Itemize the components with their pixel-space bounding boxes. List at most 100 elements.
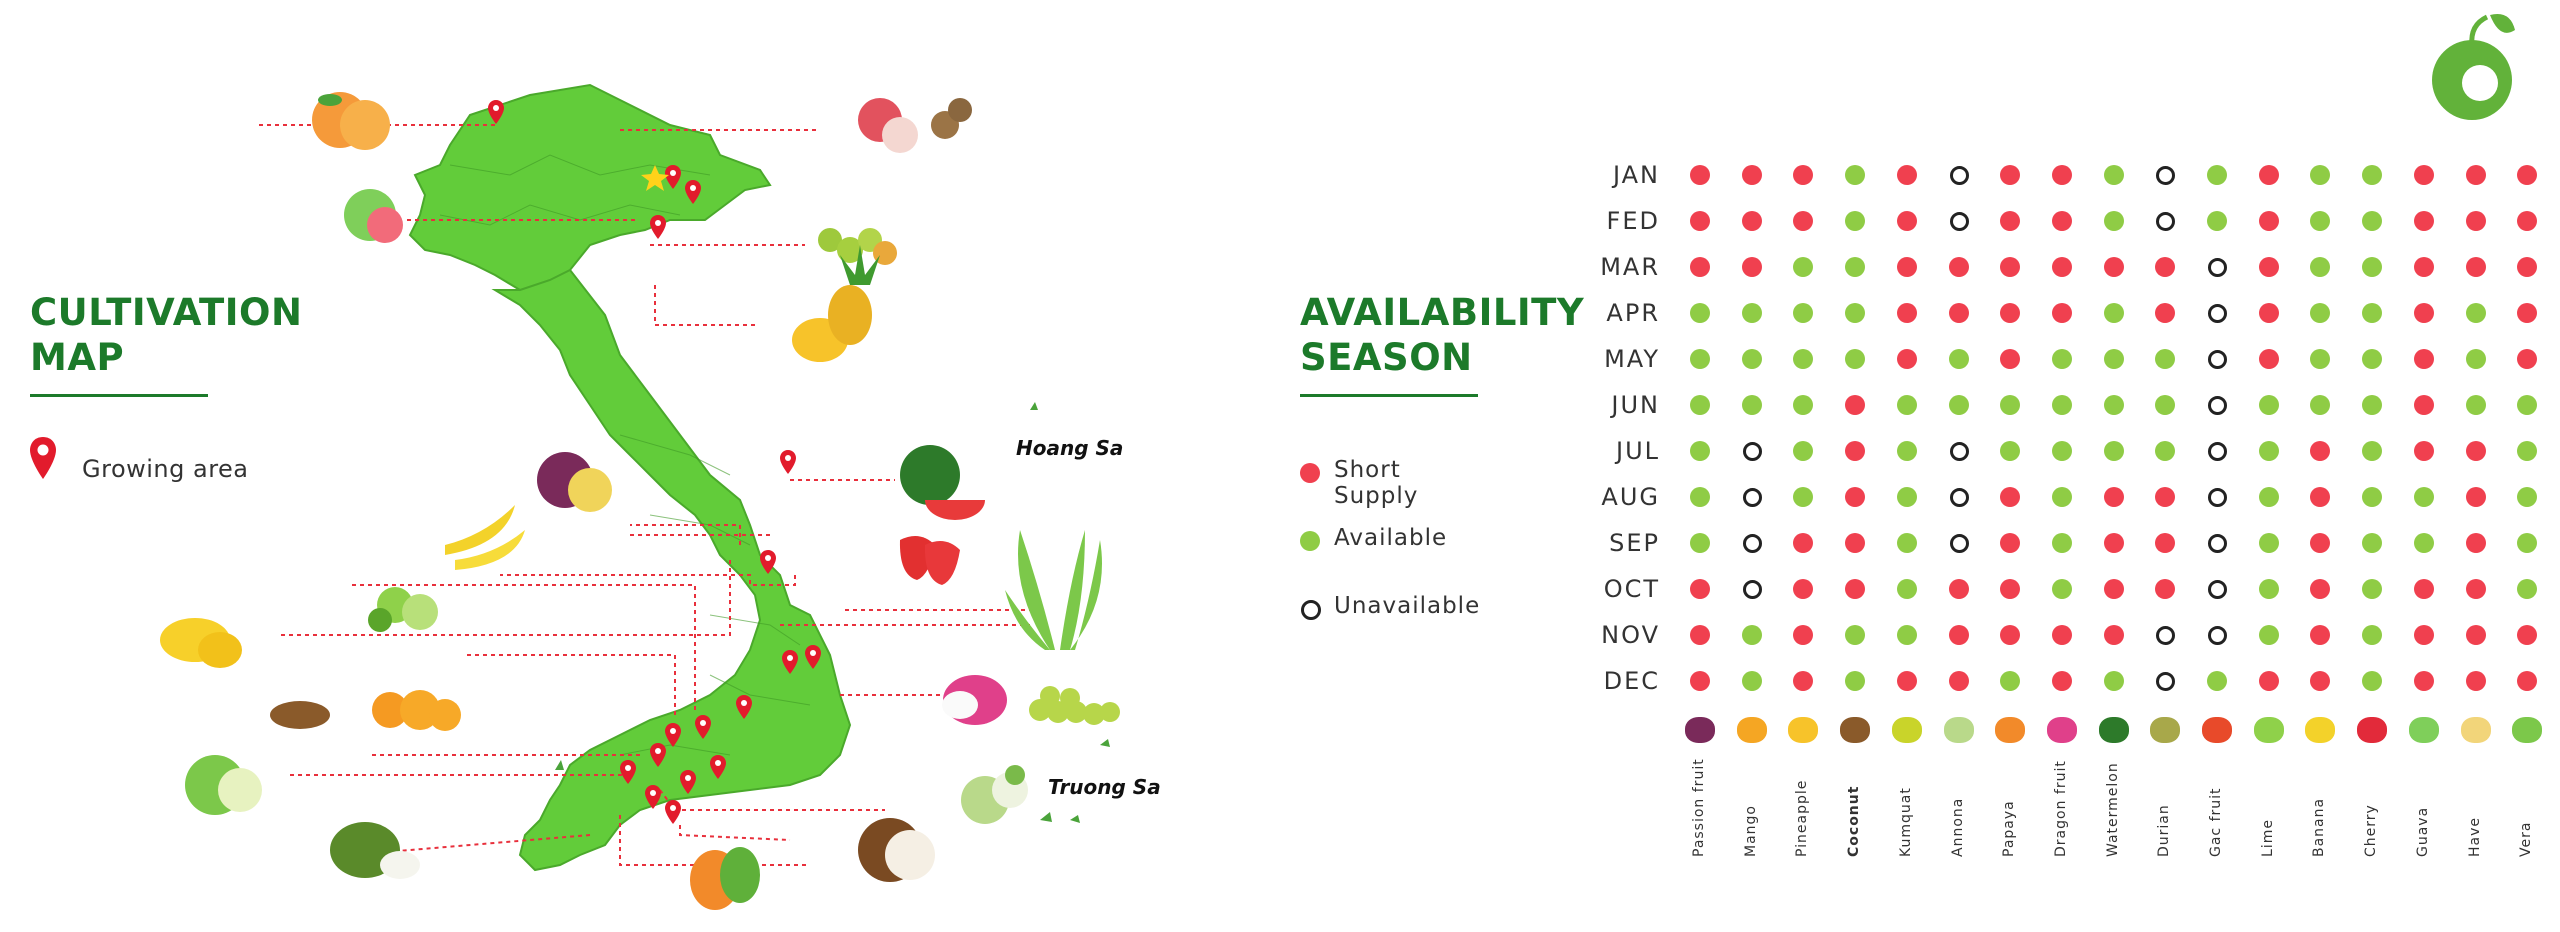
fruit-icon [2357,717,2388,743]
fruit-label: Banana [2311,797,2328,857]
unavailable-cell [1949,534,1969,553]
available-cell [2155,349,2176,369]
available-cell [1690,441,1710,461]
fruit-label: Coconut [1846,785,1863,857]
hoang-sa-label: Hoang Sa [1016,436,1124,460]
short-supply-cell [2413,303,2434,323]
unavailable-cell [2208,350,2227,369]
available-cell [1793,441,1814,461]
unavailable-cell [2208,442,2227,461]
available-cell [1948,349,1969,369]
available-cell [1793,487,1814,507]
available-cell [2000,395,2021,415]
fruit-icon [1891,717,1922,743]
short-supply-cell [1690,257,1710,277]
month-label: MAR [1600,253,1660,281]
short-supply-cell [2517,303,2538,323]
short-supply-cell [1690,579,1710,599]
short-supply-cell [2103,533,2124,553]
short-supply-cell [1793,671,1814,691]
available-cell [2310,349,2331,369]
available-cell [2103,349,2124,369]
short-supply-cell [2103,579,2124,599]
truong-sa-label: Truong Sa [1048,775,1161,799]
short-supply-cell [1845,533,1866,553]
unavailable-cell [1949,488,1969,507]
month-label: JAN [1612,161,1660,189]
location-pin-icon [28,435,58,488]
short-supply-cell [2413,165,2434,185]
short-supply-cell [2517,349,2538,369]
available-cell [2413,487,2434,507]
fruit-label: Passion fruit [1691,758,1707,857]
unavailable-cell [2208,258,2227,277]
short-supply-cell [1896,165,1917,185]
available-cell [2155,441,2176,461]
banana-icon [445,505,525,570]
fruit-icon [1685,717,1715,743]
short-supply-cell [1845,395,1866,415]
short-supply-cell [1896,303,1917,323]
short-supply-cell [1896,257,1917,277]
fruit-icon [1995,717,2026,743]
available-cell [1690,395,1710,415]
grapes-icon [1029,686,1120,725]
available-cell [1690,303,1710,323]
fruit-icon [1840,717,1871,743]
pineapple-icon [792,245,880,362]
availability-title-line1: AVAILABILITY [1300,291,1585,334]
short-supply-cell [1793,165,1814,185]
short-supply-cell [2517,671,2538,691]
available-cell [2258,441,2279,461]
short-supply-cell [2051,625,2072,645]
short-supply-cell [2465,671,2486,691]
available-cell [2310,395,2331,415]
available-cell [1845,257,1866,277]
unavailable-cell [1949,212,1969,231]
legend-short-label: Short Supply [1334,457,1419,509]
available-cell [2465,303,2486,323]
fruit-icon [2408,717,2439,743]
short-supply-cell [2413,257,2434,277]
short-supply-cell [1896,211,1917,231]
soursop-icon [330,822,420,879]
available-cell [2517,579,2538,599]
month-label: AUG [1601,483,1660,511]
availability-title-underline [1300,394,1478,397]
unavailable-ring-icon [1301,600,1321,620]
short-supply-cell [2465,533,2486,553]
available-cell [2051,579,2072,599]
short-supply-cell [1948,625,1969,645]
short-supply-dot-icon [1300,463,1320,483]
fruit-label: Dragon fruit [2052,760,2069,857]
vietnam-landmass [408,83,852,872]
unavailable-cell [2208,396,2227,415]
short-supply-cell [2051,165,2072,185]
available-cell [1896,441,1917,461]
short-supply-cell [1793,211,1814,231]
cultivation-title-line2: MAP [30,336,125,379]
short-supply-cell [2413,349,2434,369]
short-supply-cell [1896,671,1917,691]
unavailable-cell [2156,212,2176,231]
short-supply-cell [2051,303,2072,323]
short-supply-cell [2000,487,2021,507]
fruit-icon [2098,717,2129,743]
available-cell [2103,165,2124,185]
available-cell [2310,303,2331,323]
short-supply-cell [2413,671,2434,691]
short-supply-cell [2310,579,2331,599]
month-label: NOV [1601,621,1660,649]
available-cell [1793,257,1814,277]
month-label: DEC [1603,667,1660,695]
available-cell [1845,349,1866,369]
available-cell [2517,441,2538,461]
unavailable-cell [1949,166,1969,185]
short-supply-cell [2310,671,2331,691]
month-label: MAY [1604,345,1660,373]
available-cell [2465,395,2486,415]
available-cell [2258,395,2279,415]
short-supply-cell [1948,257,1969,277]
fruit-icon [2512,717,2543,743]
short-supply-cell [2258,165,2279,185]
